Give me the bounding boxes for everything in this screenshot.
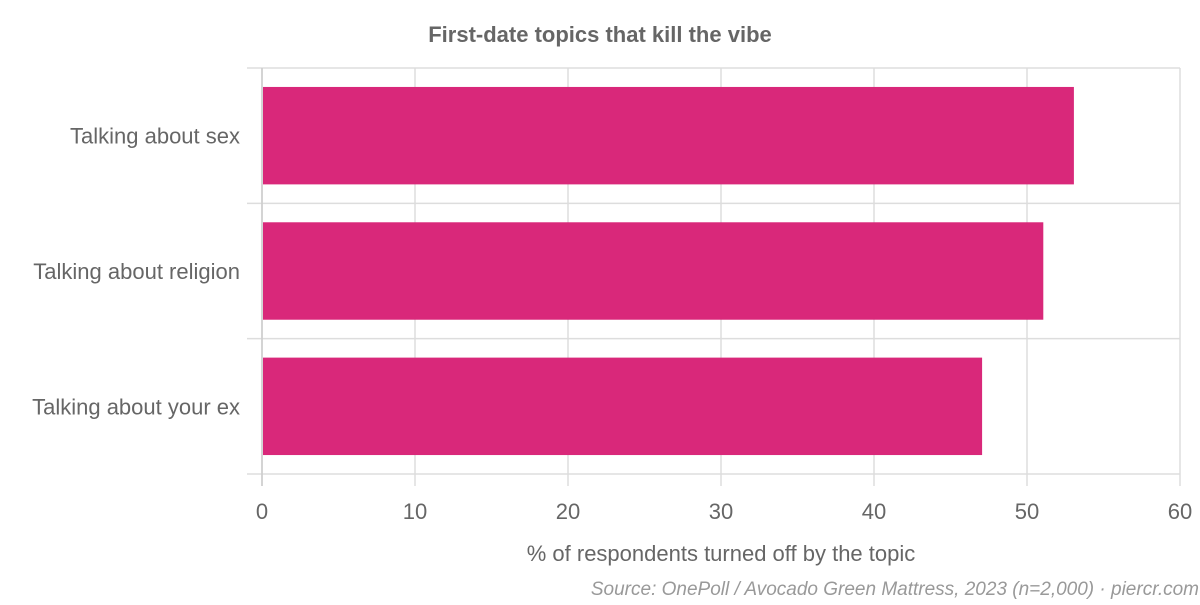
chart-title: First-date topics that kill the vibe bbox=[428, 22, 772, 47]
category-label: Talking about religion bbox=[33, 259, 240, 284]
category-label: Talking about sex bbox=[70, 124, 240, 149]
axis-layer: 0 10 20 30 40 50 60 Talking about sex Talking ab… bbox=[32, 68, 1192, 524]
bar bbox=[263, 86, 1074, 185]
x-axis-label: % of respondents turned off by the topic bbox=[527, 541, 916, 566]
x-tick-label: 30 bbox=[709, 499, 733, 524]
bar bbox=[263, 222, 1044, 320]
category-label: Talking about your ex bbox=[32, 394, 240, 419]
x-tick-label: 50 bbox=[1015, 499, 1039, 524]
x-tick-label: 0 bbox=[256, 499, 268, 524]
bar bbox=[263, 357, 983, 456]
x-tick-label: 10 bbox=[403, 499, 427, 524]
x-tick-label: 60 bbox=[1168, 499, 1192, 524]
source-note: Source: OnePoll / Avocado Green Mattress… bbox=[591, 579, 1199, 600]
bars-layer bbox=[263, 86, 1074, 456]
x-tick-label: 40 bbox=[862, 499, 886, 524]
x-tick-label: 20 bbox=[556, 499, 580, 524]
